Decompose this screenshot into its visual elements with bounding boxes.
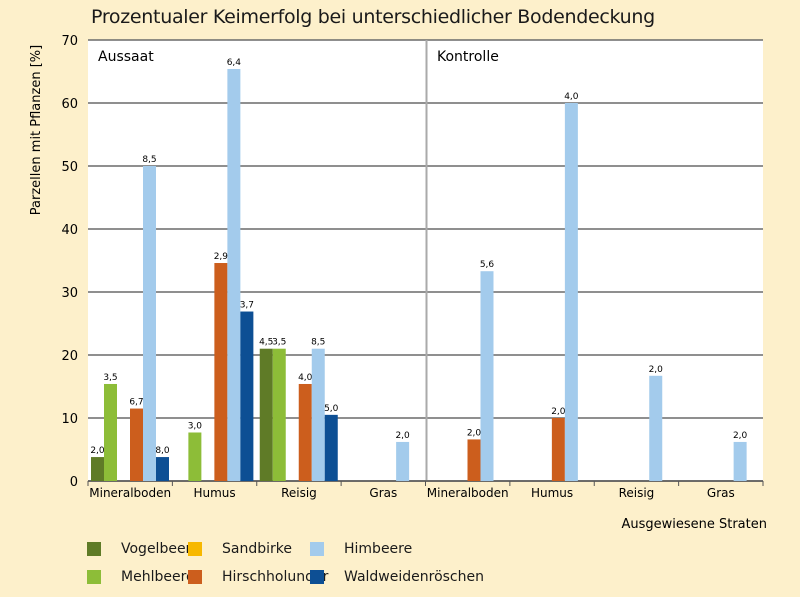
x-tick-label: Mineralboden (89, 486, 171, 500)
legend-label: Himbeere (344, 541, 413, 557)
data-label: 2,0 (551, 407, 566, 417)
bar-himbeere (396, 441, 410, 481)
bar-hirschholunder (467, 439, 481, 481)
data-label: 2,9 (214, 252, 229, 262)
data-label: 5,6 (480, 260, 495, 270)
bar-himbeere (564, 103, 578, 481)
legend-label: Sandbirke (222, 541, 292, 557)
bar-vogelbeere (91, 457, 104, 481)
data-label: 8,5 (311, 338, 325, 348)
chart-title: Prozentualer Keimerfolg bei unterschiedl… (91, 6, 655, 28)
legend-swatch (188, 570, 202, 584)
x-tick-label: Mineralboden (427, 486, 509, 500)
data-label: 2,0 (733, 431, 748, 441)
bar-mehlbeere (188, 432, 202, 481)
y-tick-label: 20 (61, 349, 78, 364)
data-label: 4,0 (298, 373, 313, 383)
bar-hirschholunder (298, 383, 312, 481)
data-label: 8,0 (155, 446, 170, 456)
data-label: 3,0 (188, 421, 203, 431)
legend-swatch (87, 542, 101, 556)
panel-label-aussaat: Aussaat (98, 49, 154, 65)
x-axis-label: Ausgewiesene Straten (621, 517, 767, 532)
legend-item: Himbeere (310, 541, 412, 557)
data-label: 4,0 (564, 92, 579, 102)
y-tick-label: 10 (61, 412, 78, 427)
data-label: 8,5 (142, 155, 156, 165)
data-label: 2,0 (90, 446, 105, 456)
data-label: 6,7 (129, 398, 143, 408)
legend-item: Mehlbeere (87, 569, 195, 585)
y-tick-label: 40 (61, 223, 78, 238)
data-label: 6,4 (227, 58, 242, 68)
data-label: 4,5 (259, 338, 273, 348)
bar-mehlbeere (272, 348, 286, 481)
legend-label: Mehlbeere (121, 569, 195, 585)
legend-item: Sandbirke (188, 541, 292, 557)
panel-label-kontrolle: Kontrolle (437, 49, 499, 65)
bar-waldweidenröschen (156, 457, 169, 481)
legend-swatch (310, 542, 324, 556)
legend-label: Hirschholunder (222, 569, 329, 585)
bar-mehlbeere (104, 383, 117, 481)
y-tick-label: 0 (70, 475, 78, 490)
legend-item: Hirschholunder (188, 569, 328, 585)
data-label: 3,5 (103, 373, 117, 383)
legend-item: Vogelbeere (87, 541, 200, 557)
x-tick-label: Humus (531, 486, 573, 500)
bar-hirschholunder (130, 408, 143, 481)
x-tick-label: Gras (707, 486, 735, 500)
data-label: 3,7 (240, 301, 254, 311)
data-label: 2,0 (649, 365, 664, 375)
x-tick-label: Gras (369, 486, 397, 500)
bar-himbeere (311, 348, 325, 481)
y-tick-label: 30 (61, 286, 78, 301)
x-tick-label: Reisig (281, 486, 317, 500)
data-label: 2,0 (467, 428, 482, 438)
bar-hirschholunder (214, 263, 228, 481)
y-axis-label: Parzellen mit Pflanzen [%] (29, 45, 44, 215)
bar-vogelbeere (259, 348, 273, 481)
legend-label: Waldweidenröschen (344, 569, 484, 585)
bar-himbeere (649, 375, 663, 481)
y-tick-label: 50 (61, 160, 78, 175)
x-tick-label: Humus (193, 486, 235, 500)
legend-item: Waldweidenröschen (310, 569, 484, 585)
bar-waldweidenröschen (324, 414, 338, 481)
data-label: 5,0 (324, 404, 339, 414)
data-label: 2,0 (395, 431, 410, 441)
bar-himbeere (227, 68, 241, 481)
y-tick-label: 70 (61, 34, 78, 49)
y-tick-label: 60 (61, 97, 78, 112)
bar-himbeere (733, 441, 747, 481)
data-label: 3,5 (272, 338, 286, 348)
legend-swatch (188, 542, 202, 556)
legend-label: Vogelbeere (121, 541, 200, 557)
bar-waldweidenröschen (240, 311, 254, 481)
x-tick-label: Reisig (619, 486, 655, 500)
bar-himbeere (480, 271, 494, 481)
bar-hirschholunder (551, 418, 565, 481)
legend-swatch (310, 570, 324, 584)
legend-swatch (87, 570, 101, 584)
bar-himbeere (143, 166, 156, 481)
